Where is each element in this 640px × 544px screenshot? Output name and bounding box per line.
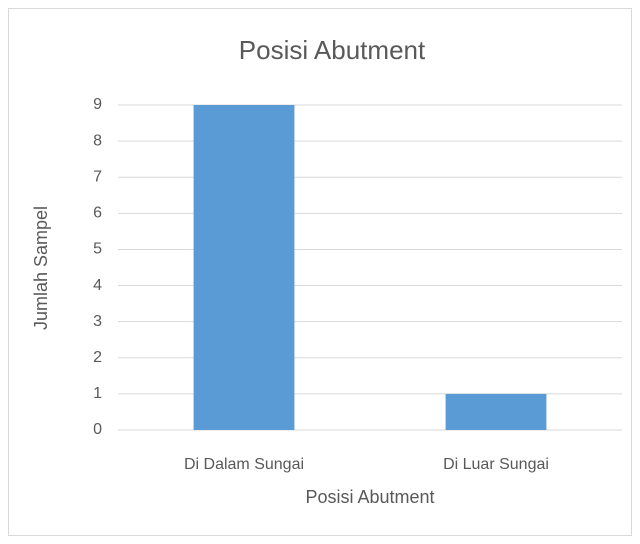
- y-tick-label: 0: [93, 421, 102, 438]
- y-tick-label: 2: [93, 349, 102, 366]
- y-tick-label: 9: [93, 96, 102, 113]
- y-tick-label: 1: [93, 385, 102, 402]
- y-tick-label: 6: [93, 205, 102, 222]
- y-tick-label: 3: [93, 313, 102, 330]
- chart-title: Posisi Abutment: [239, 35, 426, 65]
- x-axis-label: Posisi Abutment: [305, 487, 434, 507]
- x-tick-label: Di Luar Sungai: [443, 456, 549, 473]
- chart-border: [8, 8, 632, 536]
- x-tick-label: Di Dalam Sungai: [184, 456, 304, 473]
- y-tick-label: 5: [93, 241, 102, 258]
- y-tick-label: 8: [93, 132, 102, 149]
- y-tick-label: 7: [93, 168, 102, 185]
- bar: [193, 105, 295, 430]
- y-axis-label: Jumlah Sampel: [31, 206, 51, 330]
- y-tick-label: 4: [93, 277, 102, 294]
- bar: [445, 393, 547, 430]
